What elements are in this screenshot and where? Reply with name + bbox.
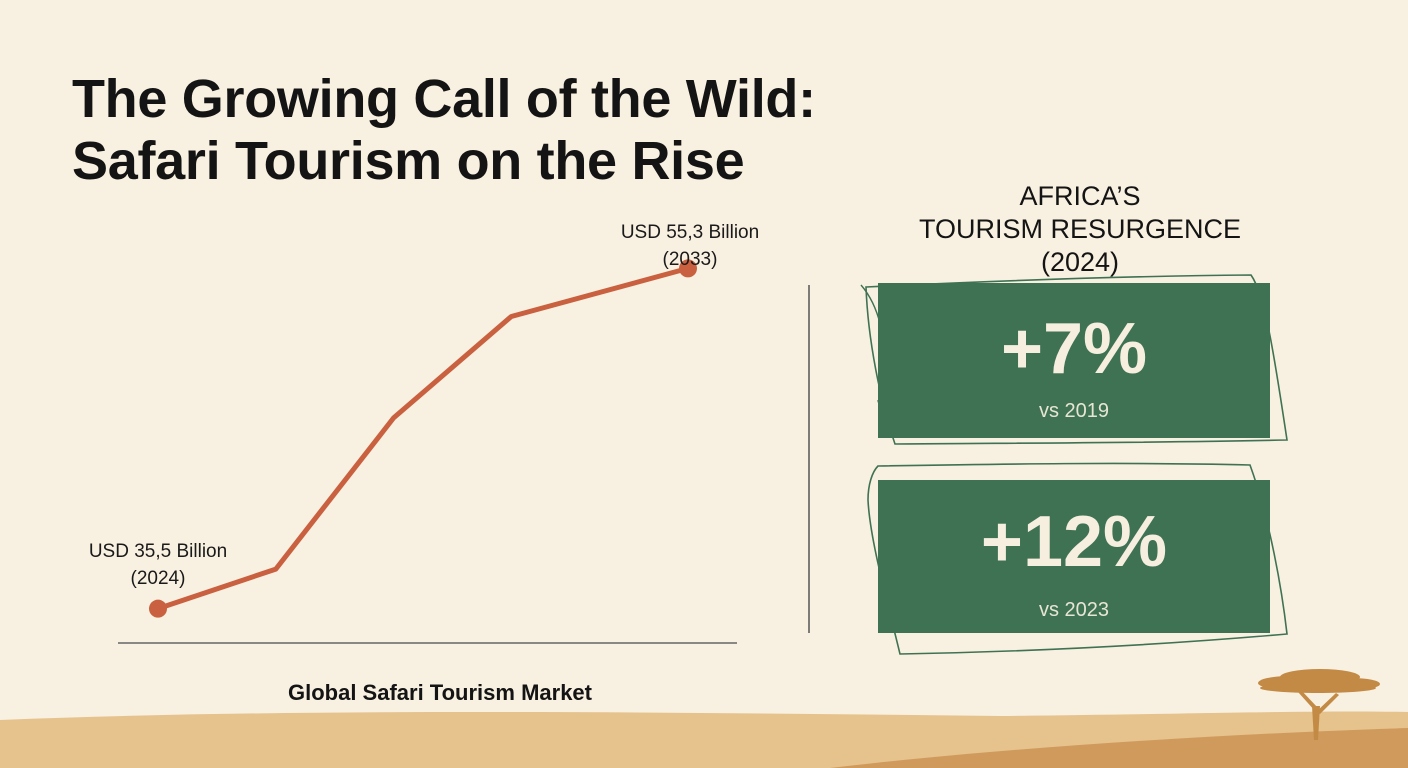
start-point-2024 (149, 599, 167, 618)
market-line-chart: USD 35,5 Billion (2024) USD 55,3 Billion… (89, 222, 759, 644)
resurgence-heading: AFRICA’S TOURISM RESURGENCE (2024) (890, 180, 1270, 279)
end-value-label: USD 55,3 Billion (621, 222, 759, 243)
resurgence-line-1: AFRICA’S (1019, 181, 1141, 211)
end-year-label: (2033) (663, 249, 718, 270)
sand-dune-front (830, 728, 1408, 768)
savanna-scenery (0, 669, 1408, 768)
market-growth-line (155, 265, 691, 612)
stat-value: +12% (980, 502, 1168, 582)
stat-card-vs-2019: +7% vs 2019 (878, 283, 1270, 438)
title-line-2: Safari Tourism on the Rise (72, 131, 745, 191)
stat-box-2-outline (867, 462, 1288, 655)
stat-caption: vs 2019 (1038, 400, 1110, 422)
stat-card-vs-2023: +12% vs 2023 (878, 480, 1270, 633)
acacia-tree-icon (1258, 669, 1380, 740)
page-title: The Growing Call of the Wild: Safari Tou… (72, 68, 816, 192)
stat-value: +7% (1000, 309, 1148, 389)
stat-caption: vs 2023 (1038, 599, 1110, 621)
end-point-2033 (679, 259, 697, 278)
resurgence-line-3: (2024) (1040, 247, 1120, 277)
start-year-label: (2024) (131, 568, 186, 589)
title-line-1: The Growing Call of the Wild: (72, 69, 816, 129)
chart-title: Global Safari Tourism Market (287, 680, 592, 705)
section-divider (808, 285, 810, 633)
start-value-label: USD 35,5 Billion (89, 541, 227, 562)
resurgence-line-2: TOURISM RESURGENCE (918, 214, 1242, 244)
